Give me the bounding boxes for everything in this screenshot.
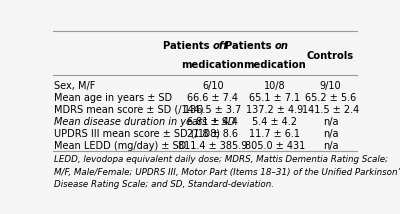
Text: 66.6 ± 7.4: 66.6 ± 7.4 — [187, 93, 238, 103]
Text: 11.7 ± 6.1: 11.7 ± 6.1 — [249, 129, 300, 139]
Text: UPDRS III mean score ± SD (/108): UPDRS III mean score ± SD (/108) — [54, 129, 220, 139]
Text: 10/8: 10/8 — [264, 81, 286, 91]
Text: Disease Rating Scale; and SD, Standard-deviation.: Disease Rating Scale; and SD, Standard-d… — [54, 180, 274, 189]
Text: MDRS mean score ± SD (/144): MDRS mean score ± SD (/144) — [54, 105, 203, 115]
Text: n/a: n/a — [323, 129, 338, 139]
Text: 811.4 ± 385.9: 811.4 ± 385.9 — [178, 141, 248, 151]
Text: on: on — [275, 41, 289, 51]
Text: off: off — [213, 41, 228, 51]
Text: n/a: n/a — [323, 141, 338, 151]
Text: medication: medication — [181, 60, 244, 70]
Text: 6.81 ± 4.4: 6.81 ± 4.4 — [187, 117, 238, 127]
Text: M/F, Male/Female; UPDRS III, Motor Part (Items 18–31) of the Unified Parkinson’s: M/F, Male/Female; UPDRS III, Motor Part … — [54, 168, 400, 177]
Text: Mean disease duration in years ± SD: Mean disease duration in years ± SD — [54, 117, 235, 127]
Text: 21.8 ± 8.6: 21.8 ± 8.6 — [187, 129, 238, 139]
Text: Controls: Controls — [307, 51, 354, 61]
Text: 65.1 ± 7.1: 65.1 ± 7.1 — [249, 93, 300, 103]
Text: Mean LEDD (mg/day) ± SD: Mean LEDD (mg/day) ± SD — [54, 141, 186, 151]
Text: 5.4 ± 4.2: 5.4 ± 4.2 — [252, 117, 297, 127]
Text: Patients: Patients — [163, 41, 213, 51]
Text: LEDD, levodopa equivalent daily dose; MDRS, Mattis Dementia Rating Scale;: LEDD, levodopa equivalent daily dose; MD… — [54, 156, 388, 165]
Text: 9/10: 9/10 — [320, 81, 341, 91]
Text: 137.2 ± 4.9: 137.2 ± 4.9 — [246, 105, 303, 115]
Text: 136.5 ± 3.7: 136.5 ± 3.7 — [184, 105, 241, 115]
Text: 141.5 ± 2.4: 141.5 ± 2.4 — [302, 105, 359, 115]
Text: n/a: n/a — [323, 117, 338, 127]
Text: medication: medication — [243, 60, 306, 70]
Text: 65.2 ± 5.6: 65.2 ± 5.6 — [305, 93, 356, 103]
Text: Mean age in years ± SD: Mean age in years ± SD — [54, 93, 172, 103]
Text: 6/10: 6/10 — [202, 81, 224, 91]
Text: Sex, M/F: Sex, M/F — [54, 81, 95, 91]
Text: 805.0 ± 431: 805.0 ± 431 — [245, 141, 305, 151]
Text: Patients: Patients — [225, 41, 275, 51]
